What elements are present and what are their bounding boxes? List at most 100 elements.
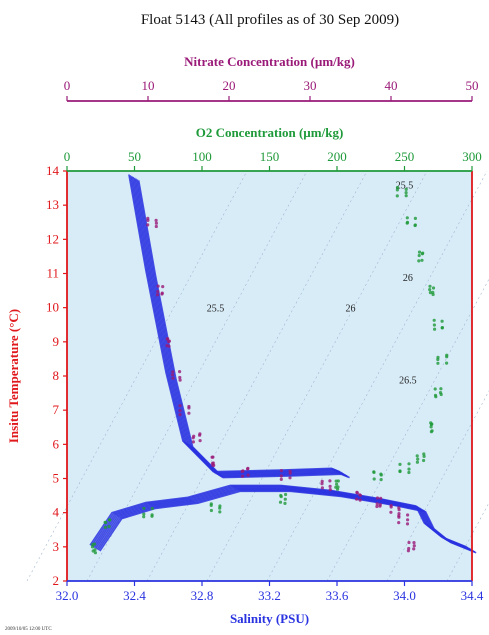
axes: 2 3 4 5 6 7 8 9 10 11 12 13 14 Insitu Temperature (°C… bbox=[6, 54, 484, 626]
density-contour-label: 26.5 bbox=[399, 375, 417, 386]
oxygen-point bbox=[395, 194, 399, 198]
nitrate-point bbox=[320, 482, 324, 486]
nitrate-point bbox=[191, 440, 195, 444]
nitrate-point bbox=[378, 504, 382, 508]
oxygen-point bbox=[209, 503, 213, 507]
nitrate-point bbox=[187, 406, 191, 410]
oxygen-point bbox=[398, 462, 402, 466]
oxygen-point bbox=[428, 291, 432, 295]
nitrate-point bbox=[167, 340, 171, 344]
nitrate-axis-label: Nitrate Concentration (µm/kg) bbox=[184, 54, 355, 69]
oxygen-point bbox=[407, 467, 411, 471]
density-contour-label: 25.5 bbox=[396, 181, 414, 192]
salinity-tick-label: 34.0 bbox=[393, 588, 416, 603]
nitrate-point bbox=[178, 370, 182, 374]
temperature-tick-label: 5 bbox=[53, 471, 60, 486]
nitrate-point bbox=[166, 337, 170, 341]
nitrate-point bbox=[241, 469, 245, 473]
oxygen-point bbox=[142, 515, 146, 519]
nitrate-point bbox=[154, 224, 158, 229]
nitrate-point bbox=[355, 497, 359, 501]
nitrate-point bbox=[279, 469, 283, 473]
salinity-tick-label: 34.4 bbox=[461, 588, 484, 603]
nitrate-point bbox=[375, 504, 379, 509]
temperature-tick-label: 13 bbox=[46, 197, 59, 212]
data-series bbox=[89, 174, 477, 555]
oxygen-point bbox=[150, 514, 154, 518]
oxygen-point bbox=[395, 188, 399, 192]
salinity-tick-label: 32.8 bbox=[191, 588, 214, 603]
nitrate-point bbox=[154, 221, 158, 225]
nitrate-point bbox=[156, 284, 160, 288]
oxygen-point bbox=[218, 510, 222, 514]
oxygen-point bbox=[440, 319, 444, 323]
oxygen-point bbox=[142, 506, 146, 510]
nitrate-tick-label: 40 bbox=[385, 78, 398, 93]
nitrate-point bbox=[279, 477, 283, 481]
oxygen-point bbox=[405, 216, 409, 220]
nitrate-point bbox=[379, 496, 383, 500]
nitrate-point bbox=[397, 506, 401, 510]
nitrate-point bbox=[171, 370, 175, 374]
oxygen-point bbox=[142, 512, 146, 516]
oxygen-point bbox=[420, 258, 424, 262]
nitrate-point bbox=[178, 409, 182, 413]
oxygen-point bbox=[428, 288, 432, 292]
nitrate-point bbox=[407, 540, 411, 545]
oxygen-point bbox=[395, 185, 400, 190]
temperature-tick-label: 14 bbox=[46, 163, 60, 178]
nitrate-point bbox=[320, 486, 324, 490]
nitrate-tick-label: 0 bbox=[64, 78, 71, 93]
oxygen-point bbox=[436, 361, 440, 365]
oxygen-point bbox=[433, 387, 437, 391]
nitrate-point bbox=[171, 376, 175, 380]
temperature-tick-label: 6 bbox=[53, 436, 60, 451]
oxygen-point bbox=[404, 194, 408, 198]
nitrate-tick-label: 30 bbox=[304, 78, 317, 93]
oxygen-point bbox=[278, 500, 283, 504]
density-contour-label: 26 bbox=[346, 304, 356, 315]
temperature-tick-label: 9 bbox=[53, 334, 60, 349]
nitrate-point bbox=[358, 493, 362, 497]
nitrate-point bbox=[288, 476, 292, 480]
oxygen-point bbox=[416, 457, 420, 461]
oxygen-point bbox=[107, 518, 112, 522]
nitrate-point bbox=[210, 455, 214, 459]
nitrate-point bbox=[154, 218, 158, 222]
temperature-tick-label: 10 bbox=[46, 300, 59, 315]
density-contour-label: 25.5 bbox=[207, 304, 225, 315]
oxygen-point bbox=[440, 326, 444, 330]
nitrate-point bbox=[328, 479, 332, 483]
oxygen-point bbox=[336, 487, 340, 491]
nitrate-point bbox=[170, 373, 175, 377]
oxygen-point bbox=[335, 482, 339, 486]
oxygen-point bbox=[407, 462, 411, 466]
nitrate-point bbox=[412, 544, 416, 548]
oxygen-point bbox=[405, 220, 410, 224]
oxygen-point bbox=[431, 286, 436, 290]
oxygen-point bbox=[404, 191, 408, 195]
oxygen-point bbox=[404, 187, 408, 191]
nitrate-point bbox=[375, 502, 379, 506]
nitrate-point bbox=[187, 411, 191, 415]
oxygen-point bbox=[283, 501, 287, 505]
nitrate-point bbox=[161, 285, 165, 289]
oxygen-point bbox=[398, 469, 402, 474]
nitrate-point bbox=[212, 463, 216, 467]
nitrate-point bbox=[406, 513, 410, 517]
salinity-tick-label: 32.4 bbox=[123, 588, 146, 603]
oxygen-tick-label: 100 bbox=[192, 149, 212, 164]
oxygen-point bbox=[432, 318, 436, 322]
nitrate-point bbox=[211, 461, 215, 465]
oxygen-point bbox=[107, 524, 111, 529]
oxygen-point bbox=[90, 545, 95, 549]
oxygen-point bbox=[415, 454, 419, 458]
nitrate-point bbox=[328, 488, 332, 492]
nitrate-point bbox=[167, 344, 171, 348]
nitrate-point bbox=[389, 505, 393, 509]
oxygen-point bbox=[103, 525, 107, 530]
nitrate-point bbox=[375, 496, 380, 500]
oxygen-point bbox=[413, 223, 417, 228]
oxygen-point bbox=[407, 470, 411, 475]
salinity-axis-label: Salinity (PSU) bbox=[230, 611, 309, 626]
